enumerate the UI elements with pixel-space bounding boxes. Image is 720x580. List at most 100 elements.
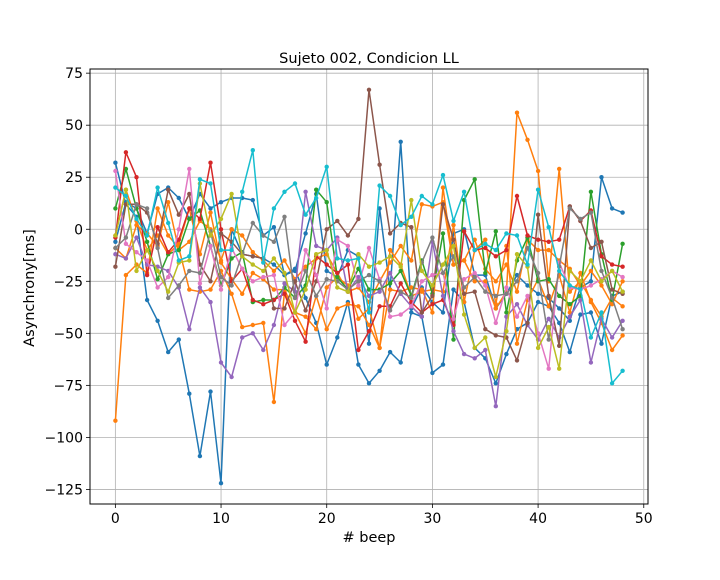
data-point	[303, 212, 308, 217]
data-point	[430, 302, 435, 307]
data-point	[430, 283, 435, 288]
data-point	[483, 279, 488, 284]
data-point	[483, 347, 488, 353]
data-point	[567, 206, 572, 211]
data-point	[271, 322, 277, 328]
data-point	[282, 322, 287, 328]
data-point	[419, 202, 424, 207]
data-point	[155, 318, 160, 323]
data-point	[134, 235, 139, 240]
data-point	[144, 206, 150, 211]
data-point	[113, 239, 118, 244]
data-point	[218, 216, 224, 222]
data-point	[240, 291, 245, 296]
data-point	[345, 262, 351, 267]
data-point	[208, 210, 213, 215]
data-point	[324, 247, 329, 253]
data-point	[557, 237, 562, 242]
data-point	[187, 191, 192, 197]
data-point	[535, 345, 541, 351]
data-point	[588, 210, 594, 215]
data-point	[620, 289, 625, 294]
data-point	[620, 274, 625, 280]
data-point	[155, 245, 160, 251]
data-point	[514, 252, 520, 257]
series-13	[113, 148, 625, 386]
data-point	[599, 175, 604, 180]
data-point	[546, 316, 551, 321]
data-point	[567, 283, 572, 288]
x-tick-label: 40	[529, 511, 547, 527]
data-point	[123, 187, 129, 192]
data-point	[514, 193, 520, 199]
data-point	[419, 268, 424, 274]
chart-title: Sujeto 002, Condicion LL	[279, 51, 459, 67]
data-point	[261, 260, 266, 265]
data-point	[451, 262, 456, 267]
data-point	[208, 181, 213, 186]
data-point	[187, 166, 192, 172]
data-point	[208, 243, 213, 249]
data-point	[451, 218, 456, 224]
data-point	[324, 327, 329, 332]
data-point	[472, 270, 477, 276]
data-point	[218, 360, 224, 365]
data-point	[155, 185, 160, 190]
data-point	[292, 279, 298, 284]
data-point	[134, 202, 139, 207]
data-point	[620, 304, 625, 309]
data-point	[271, 206, 277, 211]
data-point	[155, 225, 160, 230]
data-point	[599, 254, 604, 259]
data-point	[250, 197, 255, 203]
data-point	[609, 287, 615, 292]
data-point	[535, 270, 541, 276]
data-point	[493, 404, 498, 409]
x-tick-label: 0	[111, 511, 120, 527]
data-point	[472, 279, 477, 284]
data-point	[218, 200, 224, 205]
data-point	[588, 360, 594, 365]
data-point	[377, 345, 382, 351]
data-point	[187, 287, 192, 292]
data-point	[271, 239, 277, 244]
data-point	[176, 283, 181, 288]
data-point	[514, 110, 520, 115]
data-point	[409, 304, 414, 309]
data-point	[461, 258, 467, 263]
data-point	[282, 270, 287, 276]
data-point	[483, 237, 488, 242]
data-point	[366, 381, 372, 386]
data-point	[166, 274, 171, 280]
data-point	[620, 318, 625, 323]
data-point	[599, 268, 604, 274]
data-point	[461, 189, 467, 194]
data-point	[144, 297, 150, 303]
data-point	[155, 285, 160, 290]
data-point	[557, 343, 562, 348]
data-point	[451, 316, 456, 321]
data-point	[314, 243, 319, 249]
data-point	[546, 304, 551, 309]
data-point	[609, 206, 615, 211]
series-group	[113, 87, 625, 486]
data-point	[514, 341, 520, 346]
data-point	[493, 374, 498, 380]
data-point	[335, 306, 340, 311]
data-point	[271, 306, 277, 311]
data-point	[282, 291, 287, 296]
data-point	[419, 314, 424, 319]
data-point	[113, 185, 118, 190]
data-point	[335, 218, 340, 224]
data-point	[609, 262, 615, 267]
data-point	[504, 262, 509, 267]
data-point	[504, 231, 509, 236]
data-point	[261, 274, 266, 280]
data-point	[409, 295, 414, 301]
data-point	[324, 200, 329, 205]
data-point	[461, 351, 467, 357]
data-point	[620, 327, 625, 332]
data-point	[261, 233, 266, 238]
data-point	[578, 287, 583, 292]
data-point	[483, 335, 488, 340]
